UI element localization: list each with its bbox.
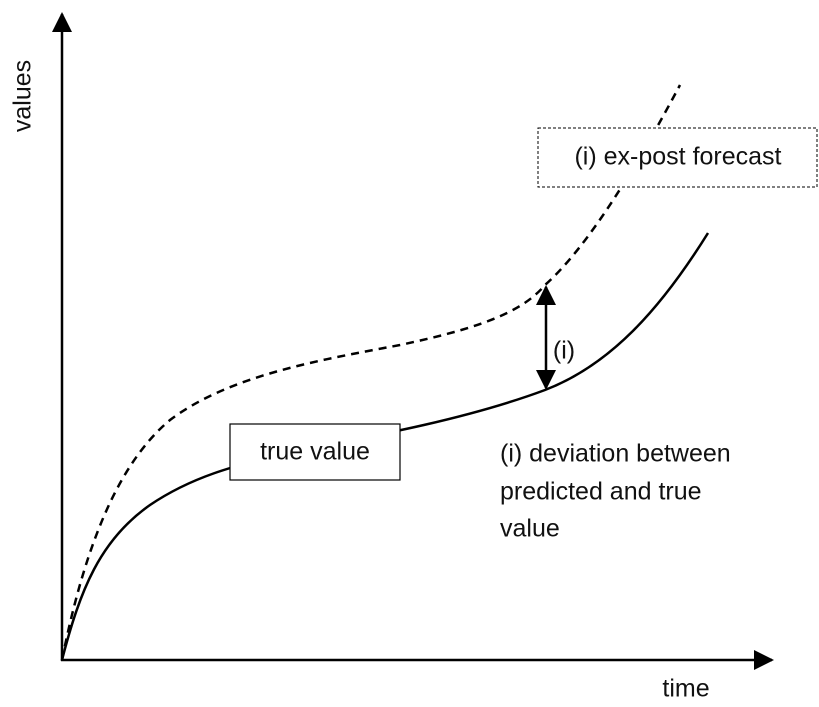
y-axis-label: values: [9, 60, 37, 132]
forecast-box: [537, 127, 818, 188]
deviation-note: predicted and true: [500, 478, 702, 506]
x-axis-label: time: [662, 675, 709, 702]
deviation-note: (i) deviation between: [500, 440, 731, 468]
true-value-label: true value: [260, 438, 370, 466]
true-value-box: [229, 423, 401, 481]
deviation-marker: (i): [553, 337, 575, 365]
deviation-note: value: [500, 515, 560, 543]
forecast-curve: [60, 84, 682, 661]
forecast-label: (i) ex-post forecast: [574, 143, 781, 171]
